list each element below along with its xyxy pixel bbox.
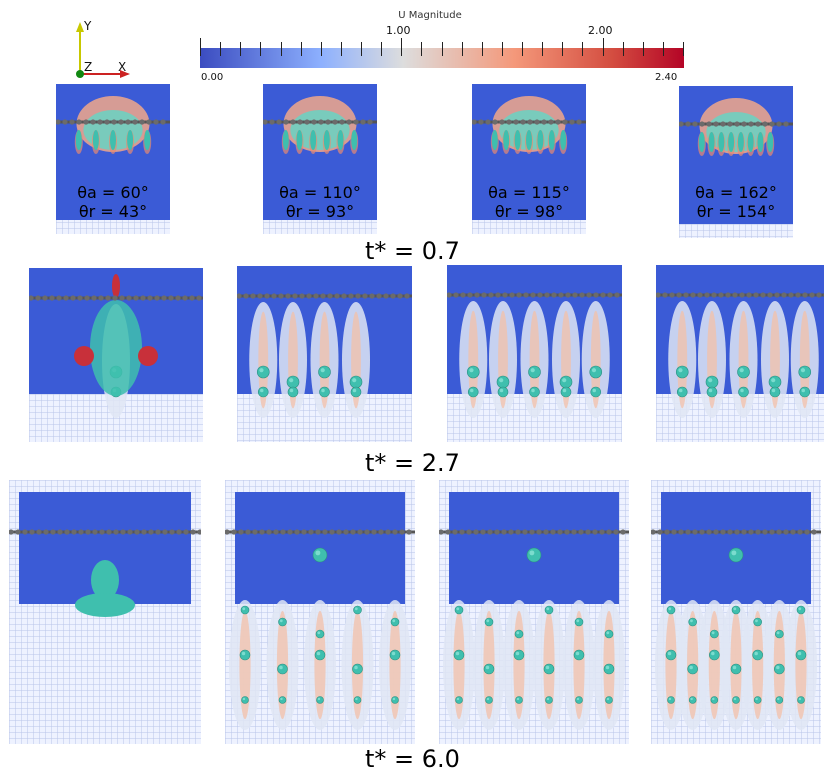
axes-triad xyxy=(68,14,138,84)
snapshot-image xyxy=(472,96,586,234)
axis-z-label: Z xyxy=(84,60,93,74)
snapshot-image xyxy=(29,274,203,442)
theta-a: θa = 115° xyxy=(488,183,570,202)
snapshot-image xyxy=(651,480,821,744)
colorbar xyxy=(200,38,684,72)
theta-a: θa = 60° xyxy=(77,183,149,202)
colorbar-title: U Magnitude xyxy=(398,10,462,21)
panel-r1-c2 xyxy=(263,84,377,234)
snapshot-image xyxy=(679,98,793,238)
angle-label-r1-c4: θa = 162° θr = 154° xyxy=(679,183,793,221)
theta-r: θr = 43° xyxy=(78,202,148,221)
theta-a: θa = 162° xyxy=(695,183,777,202)
panel-r1-c1 xyxy=(56,84,170,234)
panel-r1-c3 xyxy=(472,84,586,234)
snapshot-image xyxy=(9,480,201,744)
panel-r3-c1 xyxy=(9,480,201,744)
snapshot-image xyxy=(225,480,415,744)
colorbar-tick-1: 1.00 xyxy=(386,24,411,37)
angle-label-r1-c2: θa = 110° θr = 93° xyxy=(263,183,377,221)
time-label-row1: t* = 0.7 xyxy=(365,237,460,265)
snapshot-image xyxy=(447,292,622,442)
theta-r: θr = 154° xyxy=(696,202,776,221)
snapshot-image xyxy=(656,292,824,442)
snapshot-image xyxy=(237,293,412,442)
colorbar-ticks xyxy=(200,38,684,56)
panel-r2-c3 xyxy=(447,265,622,442)
angle-label-r1-c3: θa = 115° θr = 98° xyxy=(472,183,586,221)
snapshot-image xyxy=(56,96,170,234)
panel-r2-c1 xyxy=(29,268,203,442)
panel-r2-c2 xyxy=(237,266,412,442)
snapshot-image xyxy=(263,96,377,234)
panel-r2-c4 xyxy=(656,265,824,442)
theta-r: θr = 93° xyxy=(285,202,355,221)
axis-y-label: Y xyxy=(84,19,92,33)
snapshot-image xyxy=(439,480,629,744)
theta-r: θr = 98° xyxy=(494,202,564,221)
colorbar-min-label: 0.00 xyxy=(201,72,224,83)
angle-label-r1-c1: θa = 60° θr = 43° xyxy=(56,183,170,221)
axis-x-label: X xyxy=(118,60,127,74)
panel-r3-c4 xyxy=(651,480,821,744)
theta-a: θa = 110° xyxy=(279,183,361,202)
colorbar-tick-2: 2.00 xyxy=(588,24,613,37)
time-label-row2: t* = 2.7 xyxy=(365,449,460,477)
panel-r3-c2 xyxy=(225,480,415,744)
time-label-row3: t* = 6.0 xyxy=(365,745,460,773)
panel-r3-c3 xyxy=(439,480,629,744)
panel-r1-c4 xyxy=(679,86,793,238)
colorbar-max-label: 2.40 xyxy=(655,72,678,83)
